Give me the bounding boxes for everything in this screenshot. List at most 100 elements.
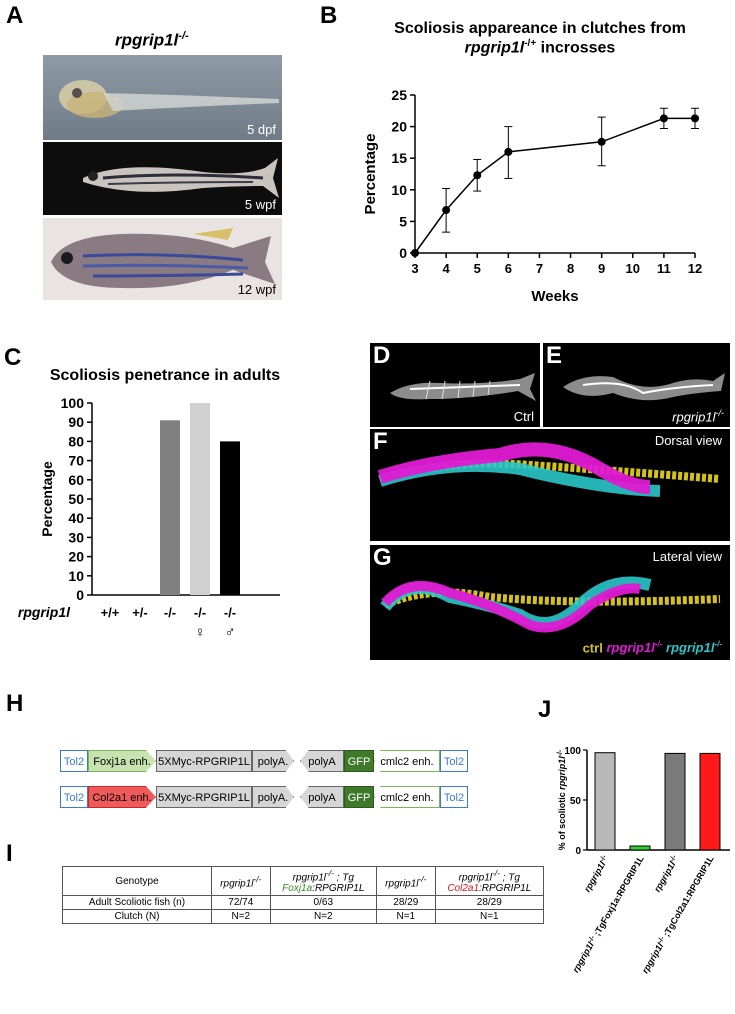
table-cell: N=2 bbox=[269, 909, 378, 925]
construct-gfp: GFP bbox=[344, 750, 374, 772]
lateral-overlay-figure bbox=[380, 576, 721, 633]
row-label: Adult Scoliotic fish (n) bbox=[62, 895, 212, 911]
y-tick-label: 15 bbox=[391, 150, 407, 166]
lateral-view-label: Lateral view bbox=[652, 549, 722, 564]
category-sup: -/- bbox=[587, 934, 597, 944]
bar bbox=[629, 845, 651, 851]
y-tick-label: 30 bbox=[68, 529, 84, 545]
construct-polyA1: polyA. bbox=[252, 750, 294, 772]
category-sup: -/- bbox=[599, 853, 609, 863]
panel-label-b: B bbox=[320, 2, 338, 29]
row-label: Genotype bbox=[62, 865, 212, 897]
gene-label: rpgrip1l bbox=[18, 604, 71, 620]
bar bbox=[190, 403, 210, 595]
photo-5dpf-label: 5 dpf bbox=[247, 122, 276, 137]
panel-a-title-sup: -/- bbox=[178, 30, 189, 42]
genotype-tg: ; Tg bbox=[336, 872, 354, 884]
x-tick-label: 8 bbox=[567, 261, 574, 276]
y-tick-label: 80 bbox=[68, 433, 84, 449]
panel-label-a: A bbox=[6, 2, 24, 29]
construct-gfp: GFP bbox=[344, 786, 374, 808]
category-label: rpgrip1l-/- ;TgFoxj1a:RPGRIP1L bbox=[571, 854, 646, 975]
image-dorsal-view: Dorsal view bbox=[370, 429, 730, 541]
chart-b-title-line1: Scoliosis appareance in clutches from bbox=[394, 20, 686, 37]
y-tick-label: 10 bbox=[391, 182, 407, 198]
construct-tol2-left: Tol2 bbox=[60, 750, 88, 772]
y-tick-label: 50 bbox=[570, 796, 582, 807]
y-tick-label: 90 bbox=[68, 414, 84, 430]
y-tick-label: 60 bbox=[68, 472, 84, 488]
legend-mut2-gene: rpgrip1l bbox=[666, 640, 715, 655]
mutant-label-gene: rpgrip1l bbox=[672, 409, 716, 424]
photo-12wpf: 12 wpf bbox=[43, 218, 282, 300]
panel-label-f: F bbox=[373, 428, 388, 455]
genotype-tg-gene: Foxj1a bbox=[282, 883, 313, 895]
construct-cmlc2: cmlc2 enh. bbox=[374, 786, 440, 808]
panel-label-d: D bbox=[373, 342, 391, 369]
overlay-legend: ctrl rpgrip1l-/- rpgrip1l-/- bbox=[583, 640, 722, 655]
adult-fish-figure bbox=[51, 228, 275, 289]
y-tick-label: 50 bbox=[68, 491, 84, 507]
genotype-gene: rpgrip1l bbox=[292, 872, 327, 884]
category-label: -/- bbox=[224, 605, 236, 620]
sex-symbol: ♀ bbox=[194, 624, 205, 640]
bar bbox=[664, 752, 686, 851]
image-lateral-view: Lateral view ctrl rpgrip1l-/- rpgrip1l-/… bbox=[370, 545, 730, 660]
category-gene: rpgrip1l bbox=[652, 859, 678, 893]
y-tick-label: 100 bbox=[61, 395, 85, 411]
table-row-scoliotic: Adult Scoliotic fish (n) 72/74 0/63 28/2… bbox=[62, 895, 545, 911]
y-tick-label: 25 bbox=[391, 87, 407, 103]
category-label: rpgrip1l-/- bbox=[582, 853, 611, 893]
transgene-constructs: Tol2 Foxj1a enh. 5XMyc-RPGRIP1L polyA. polyA… bbox=[60, 750, 480, 810]
image-ctrl-skeleton: Ctrl bbox=[370, 343, 540, 427]
y-axis-label-sup: -/- bbox=[557, 749, 564, 756]
chart-b-title-sup: -/+ bbox=[524, 38, 537, 49]
juvenile-fish-figure bbox=[83, 158, 279, 198]
data-point bbox=[411, 249, 419, 257]
bar bbox=[699, 752, 721, 851]
category-gene: rpgrip1l bbox=[571, 940, 597, 974]
photo-5dpf: 5 dpf bbox=[43, 55, 282, 140]
panel-a-title-gene: rpgrip1l bbox=[115, 30, 179, 50]
y-axis-label: Percentage bbox=[362, 134, 379, 215]
y-tick-label: 0 bbox=[575, 846, 581, 857]
category-label: rpgrip1l-/- bbox=[652, 853, 681, 893]
genotype-gene: rpgrip1l bbox=[458, 872, 493, 884]
chart-b-title-rest: incrosses bbox=[536, 39, 616, 57]
genotype-tg: ; Tg bbox=[502, 872, 520, 884]
legend-mut1-sup: -/- bbox=[654, 639, 663, 649]
ctrl-label: Ctrl bbox=[513, 409, 534, 424]
construct-enh: Col2a1 enh. bbox=[88, 786, 156, 808]
panel-label-i: I bbox=[6, 840, 13, 867]
legend-mut1-gene: rpgrip1l bbox=[606, 640, 655, 655]
legend-ctrl: ctrl bbox=[582, 640, 603, 655]
x-tick-label: 7 bbox=[536, 261, 543, 276]
bar bbox=[594, 752, 616, 851]
panel-label-e: E bbox=[546, 342, 563, 369]
genotype-tg-rest: :RPGRIP1L bbox=[312, 883, 365, 895]
table-cell: 28/29 bbox=[376, 895, 436, 911]
photo-12wpf-label: 12 wpf bbox=[237, 282, 276, 297]
table-row-genotype: Genotype rpgrip1l-/- rpgrip1l-/- ; Tg Fox… bbox=[62, 865, 545, 897]
category-label: -/- bbox=[194, 605, 206, 620]
x-tick-label: 9 bbox=[598, 261, 605, 276]
larva-figure bbox=[59, 80, 279, 118]
y-tick-label: 40 bbox=[68, 510, 84, 526]
panel-label-c: C bbox=[4, 344, 22, 371]
construct-cmlc2: cmlc2 enh. bbox=[374, 750, 440, 772]
table-row-clutch: Clutch (N) N=2 N=2 N=1 N=1 bbox=[62, 909, 545, 925]
category-sup: -/- bbox=[669, 853, 679, 863]
category-label: +/- bbox=[132, 605, 148, 620]
category-sup: -/- bbox=[657, 935, 667, 945]
legend-mut2-sup: -/- bbox=[714, 639, 722, 649]
table-cell: N=1 bbox=[434, 909, 545, 925]
data-point bbox=[659, 114, 668, 123]
mutant-label-sup: -/- bbox=[715, 407, 725, 418]
x-tick-label: 10 bbox=[626, 261, 640, 276]
y-axis-label: Percentage bbox=[39, 461, 55, 537]
data-point bbox=[597, 137, 606, 146]
panel-label-j: J bbox=[538, 696, 552, 723]
line-chart: 0 5 10 15 20 25 3 4 5 6 7 8 9 10 11 12 Weeks Percentage bbox=[362, 87, 702, 305]
chart-c-title: Scoliosis penetrance in adults bbox=[49, 367, 281, 384]
table-cell: N=1 bbox=[376, 909, 436, 925]
